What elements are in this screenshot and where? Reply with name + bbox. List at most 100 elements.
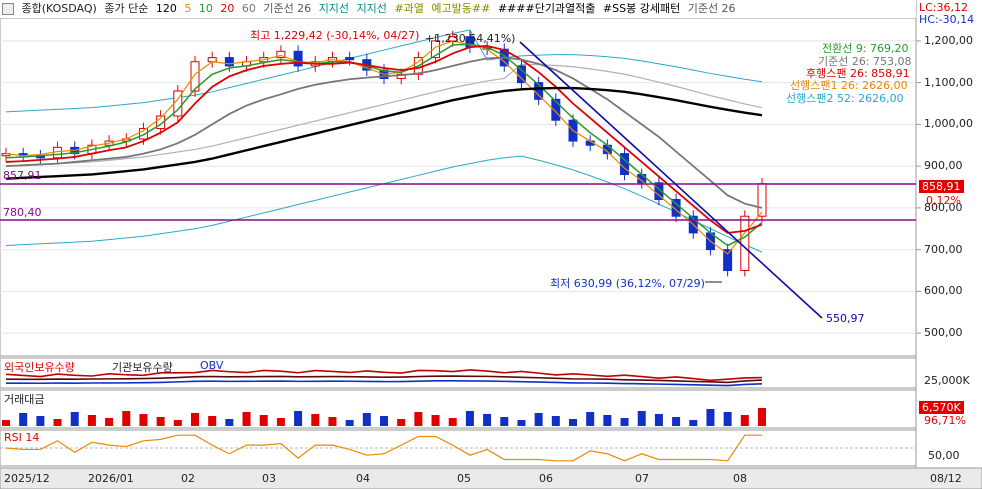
x-label-1: 2026/01	[88, 472, 134, 485]
ma-line[interactable]	[5, 43, 763, 247]
foreign-holdings-line	[5, 369, 763, 382]
volume-bar	[483, 414, 492, 426]
vol-val-tag: 6,570K	[919, 401, 964, 414]
candle-body[interactable]	[345, 57, 355, 61]
volume-bar	[586, 412, 595, 426]
pct-tag: 0,12%	[926, 194, 961, 207]
candle-body[interactable]	[551, 98, 561, 121]
candle-body[interactable]	[740, 215, 750, 272]
y-tick-label: 900,00	[924, 159, 963, 173]
volume-bar	[225, 419, 234, 426]
ma-20[interactable]: 20	[220, 2, 235, 15]
volume-bar	[740, 415, 749, 426]
volume-bar	[173, 420, 182, 426]
rsi-title[interactable]: RSI 14	[4, 431, 40, 444]
volume-bar	[723, 412, 732, 426]
ma-line[interactable]	[5, 40, 763, 255]
volume-bar	[259, 415, 268, 426]
volume-bar	[294, 411, 303, 426]
volume-bar	[122, 411, 131, 426]
tag-short-overheat[interactable]: ####단기과열적출	[497, 2, 596, 15]
candle-body[interactable]	[757, 183, 767, 217]
ma-120[interactable]: 120	[155, 2, 177, 15]
menu-icon[interactable]	[2, 3, 14, 15]
lc-label: LC:36,12	[919, 1, 969, 14]
base-line-label[interactable]: 기준선 26	[263, 2, 312, 15]
candle-body[interactable]	[190, 61, 200, 92]
x-label-6: 06	[539, 472, 553, 485]
ma-60[interactable]: 60	[241, 2, 256, 15]
investor-title-1[interactable]: 외국인보유수량	[4, 361, 75, 374]
support-label-857: 857,91	[3, 169, 42, 182]
volume-bar	[139, 414, 148, 426]
candle-body[interactable]	[276, 50, 286, 59]
ma-line[interactable]	[5, 86, 763, 180]
volume-bar	[19, 413, 28, 426]
investor-title-3[interactable]: OBV	[200, 359, 224, 372]
volume-bar	[36, 416, 45, 426]
volume-bar	[758, 408, 766, 426]
tag-warning[interactable]: 예고발동##	[431, 2, 491, 15]
volume-bar	[380, 416, 388, 426]
low-annotation: 최저 630,99 (36,12%, 07/29)	[550, 277, 705, 290]
candle-body[interactable]	[224, 57, 234, 67]
ma-line[interactable]	[5, 44, 763, 234]
candle-body[interactable]	[138, 128, 148, 140]
volume-bar	[689, 420, 698, 426]
candle-body[interactable]	[723, 249, 733, 271]
y-tick-label: 800,00	[924, 200, 963, 214]
support-label-1[interactable]: 지지선	[318, 2, 350, 15]
volume-bar	[345, 420, 354, 426]
x-label-0: 2025/12	[4, 472, 50, 485]
volume-bar	[208, 416, 217, 426]
x-label-4: 04	[356, 472, 370, 485]
ma-line[interactable]	[5, 56, 763, 209]
tag-baseline[interactable]: 기준선 26	[687, 2, 736, 15]
volume-bar	[53, 419, 62, 426]
volume-bar	[517, 420, 526, 426]
volume-bar	[414, 412, 423, 426]
high-annotation-2: +1,230,54,41%)	[425, 32, 516, 45]
volume-bar	[328, 417, 337, 426]
trend-line[interactable]	[519, 41, 823, 319]
volume-bar	[431, 415, 440, 426]
y-tick-label: 1,200,00	[924, 33, 973, 47]
support-label-2[interactable]: 지지선	[356, 2, 387, 15]
vol-pct-tag: 96,71%	[924, 414, 966, 427]
volume-bar	[276, 418, 285, 426]
volume-bar	[620, 418, 629, 426]
candle-body[interactable]	[293, 50, 303, 67]
x-label-8: 08	[733, 472, 747, 485]
y-tick-label: 500,00	[924, 326, 963, 340]
tag-overheat[interactable]: #과열	[394, 2, 424, 15]
ma-5[interactable]: 5	[184, 2, 192, 15]
volume-bar	[465, 411, 474, 426]
volume-bar	[569, 419, 577, 426]
candle-body[interactable]	[207, 57, 217, 63]
candle-body[interactable]	[156, 115, 166, 130]
institution-holdings-line	[5, 375, 763, 384]
symbol-label[interactable]: 종합(KOSDAQ)	[21, 2, 97, 15]
vol-axis-label: 25,000K	[924, 374, 970, 387]
x-label-5: 05	[457, 472, 471, 485]
ma-10[interactable]: 10	[198, 2, 213, 15]
x-label-end: 08/12	[930, 472, 962, 485]
volume-bar	[637, 411, 646, 426]
volume-bar	[534, 413, 543, 426]
volume-bar	[156, 417, 165, 426]
legend-leading1: 선행스팬1 26: 2626,00	[790, 79, 908, 92]
volume-title[interactable]: 거래대금	[4, 393, 45, 406]
y-tick-label: 700,00	[924, 242, 963, 256]
cloud-line	[5, 63, 763, 167]
tag-pattern[interactable]: #SS봉 강세패턴	[602, 2, 681, 15]
volume-bar	[191, 413, 199, 426]
volume-bar	[672, 417, 681, 426]
investor-title-2[interactable]: 기관보유수량	[112, 361, 173, 374]
volume-bar	[654, 414, 663, 426]
volume-bar	[362, 413, 371, 426]
legend-leading2: 선행스팬2 52: 2626,00	[786, 92, 904, 105]
volume-bar	[105, 418, 114, 426]
candle-body[interactable]	[431, 40, 441, 59]
obv-line	[5, 379, 763, 387]
